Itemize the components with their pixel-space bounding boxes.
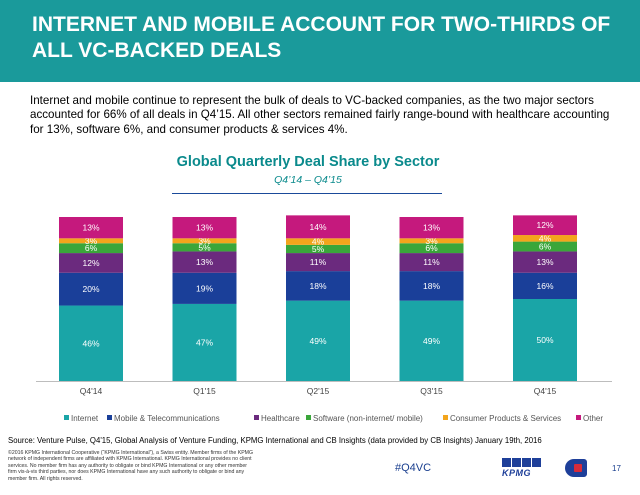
data-label: 18% [309,281,326,291]
legend-swatch [576,415,581,420]
legend-swatch [64,415,69,420]
bar-segment [286,271,350,301]
data-label: 6% [539,242,552,252]
chart-subtitle: Q4’14 – Q4’15 [274,174,342,186]
data-label: 13% [196,223,213,233]
legend-label: Software (non-internet/ mobile) [313,414,423,423]
data-label: 16% [536,281,553,291]
bar-segment [172,251,237,273]
cb-insights-logo [565,459,587,477]
x-tick-label: Q4'14 [80,386,103,396]
bar-segment [513,272,577,299]
kpmg-logo: KPMG [502,458,542,480]
x-tick-label: Q2'15 [307,386,330,396]
data-label: 14% [309,222,326,232]
bar-segment [59,272,123,306]
data-label: 11% [423,257,440,267]
data-label: 6% [425,243,438,253]
bar-segment [59,217,123,239]
bar-segment [286,300,350,381]
legal-disclaimer: ©2016 KPMG International Cooperative (“K… [8,450,254,482]
page-number: 17 [612,464,621,473]
bar-segment [399,217,464,239]
legend-label: Consumer Products & Services [450,414,561,423]
data-label: 20% [82,284,99,294]
bar-segment [59,253,123,273]
data-label: 4% [312,237,325,247]
legend-label: Healthcare [261,414,300,423]
x-tick-label: Q4'15 [534,386,557,396]
legend-swatch [443,415,448,420]
data-label: 5% [312,244,325,254]
bar-segment [172,303,237,381]
data-label: 13% [82,223,99,233]
legend-swatch [306,415,311,420]
bar-segment [513,235,577,242]
hashtag: #Q4VC [395,462,432,474]
bar-segment [59,238,123,244]
data-label: 12% [536,220,553,230]
chart-title: Global Quarterly Deal Share by Sector [176,154,440,170]
legend-swatch [254,415,259,420]
bar-segment [172,243,237,252]
data-label: 13% [423,223,440,233]
legend-label: Internet [71,414,99,423]
bar-segment [399,271,464,301]
stacked-bar-chart: 46%20%12%6%3%13%Q4'1447%19%13%5%3%13%Q1'… [36,215,612,423]
bar-segment [286,215,350,239]
bar-segment [286,244,350,254]
legend-swatch [107,415,112,420]
data-label: 5% [198,242,211,252]
data-label: 19% [196,283,213,293]
header-banner: INTERNET AND MOBILE ACCOUNT FOR TWO-THIR… [0,0,640,82]
data-label: 49% [423,336,440,346]
bar-segment [513,215,577,236]
bar-segment [172,238,237,244]
data-label: 13% [196,257,213,267]
data-label: 13% [536,257,553,267]
data-label: 46% [82,338,99,348]
x-tick-label: Q1'15 [193,386,216,396]
data-label: 12% [82,258,99,268]
legend-label: Other [583,414,603,423]
bar-segment [172,217,237,239]
data-label: 3% [198,236,211,246]
data-label: 4% [539,233,552,243]
bar-segment [399,300,464,381]
bar-segment [59,243,123,254]
intro-paragraph: Internet and mobile continue to represen… [30,94,610,136]
bar-segment [59,305,123,381]
bar-segment [172,272,237,304]
page-title: INTERNET AND MOBILE ACCOUNT FOR TWO-THIR… [32,13,611,62]
data-label: 49% [309,336,326,346]
bar-segment [286,238,350,245]
data-label: 50% [536,335,553,345]
source-note: Source: Venture Pulse, Q4'15, Global Ana… [8,436,542,445]
legend-label: Mobile & Telecommunications [114,414,220,423]
bar-segment [513,251,577,273]
bar-segment [399,238,464,244]
data-label: 18% [423,281,440,291]
data-label: 6% [85,243,98,253]
bar-segment [513,241,577,252]
bar-segment [399,253,464,272]
chart-title-rule [172,193,442,194]
data-label: 47% [196,337,213,347]
bar-segment [513,299,577,381]
data-label: 11% [310,257,327,267]
bar-segment [286,253,350,272]
bar-segment [399,243,464,254]
kpmg-logo-text: KPMG [502,468,531,478]
data-label: 3% [85,236,98,246]
x-tick-label: Q3'15 [420,386,443,396]
data-label: 3% [425,236,438,246]
